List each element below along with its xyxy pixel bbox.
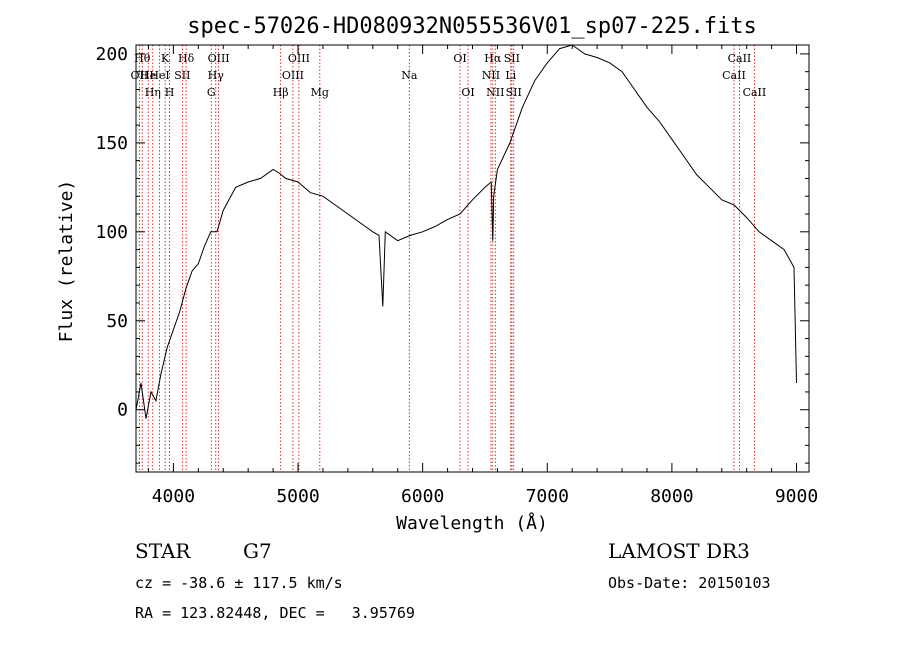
spectral-line-label: CaII: [722, 69, 746, 82]
spectral-line-label: Mg: [311, 86, 329, 99]
spectral-subclass: G7: [243, 539, 272, 563]
axis-ticks-layer: 4000 5000 6000 7000 8000 9000 0 50 100 150 200: [95, 44, 818, 507]
spectral-line-label: Hη: [145, 86, 161, 99]
x-axis-label: Wavelength (Å): [396, 512, 548, 534]
y-tick-label: 100: [95, 222, 128, 243]
coordinates: RA = 123.82448, DEC = 3.95769: [135, 604, 415, 622]
spectral-line-label: He: [140, 69, 156, 82]
spectral-line-label: CaII: [743, 86, 767, 99]
spectral-line-label: Hβ: [273, 86, 289, 99]
spectral-line-label: SII: [506, 86, 522, 99]
spectral-line-label: H: [165, 86, 175, 99]
line-labels-layer: OII Hθ He Hη HeI K H SII Hδ G Hγ OIII Hβ OIII OIII Mg Na…: [131, 52, 767, 99]
spectral-line-label: OI: [453, 52, 466, 65]
x-tick-label: 9000: [775, 486, 818, 507]
spectral-line-label: Hγ: [208, 69, 225, 82]
y-tick-label: 150: [95, 133, 128, 154]
spectrum-series-line: [135, 44, 797, 419]
x-tick-label: 6000: [401, 486, 444, 507]
spectral-line-label: OIII: [288, 52, 310, 65]
x-tick-label: 8000: [650, 486, 693, 507]
object-type: STAR: [135, 539, 191, 563]
y-tick-label: 0: [117, 400, 128, 421]
series-layer: [135, 44, 797, 419]
redshift-velocity: cz = -38.6 ± 117.5 km/s: [135, 574, 343, 592]
spectral-line-label: OII: [131, 69, 149, 82]
y-tick-label: 200: [95, 44, 128, 65]
spectral-line-label: K: [161, 52, 170, 65]
x-tick-label: 5000: [276, 486, 319, 507]
spectral-line-label: Li: [505, 69, 516, 82]
plot-frame: [135, 44, 810, 473]
spectral-line-label: OI: [461, 86, 474, 99]
spectral-line-label: NII: [486, 86, 504, 99]
spectral-line-label: OIII: [282, 69, 304, 82]
spectral-line-label: Hδ: [178, 52, 195, 65]
spectral-line-label: HeI: [149, 69, 169, 82]
spectral-lines-layer: [138, 45, 755, 472]
spectral-line-label: SII: [504, 52, 520, 65]
chart-title: spec-57026-HD080932N055536V01_sp07-225.f…: [187, 14, 757, 39]
x-tick-label: 7000: [526, 486, 569, 507]
y-tick-label: 50: [106, 311, 128, 332]
spectral-line-label: SII: [174, 69, 190, 82]
x-tick-label: 4000: [152, 486, 195, 507]
observation-date: Obs-Date: 20150103: [608, 574, 771, 592]
y-axis-label: Flux (relative): [56, 180, 77, 343]
survey-name: LAMOST DR3: [608, 539, 750, 563]
spectral-line-label: Hα: [484, 52, 502, 65]
spectral-line-label: OIII: [208, 52, 230, 65]
spectral-line-label: Hθ: [134, 52, 151, 65]
spectral-line-label: Na: [401, 69, 418, 82]
spectral-line-label: CaII: [728, 52, 752, 65]
spectral-line-label: G: [207, 86, 216, 99]
spectral-line-label: NII: [482, 69, 500, 82]
